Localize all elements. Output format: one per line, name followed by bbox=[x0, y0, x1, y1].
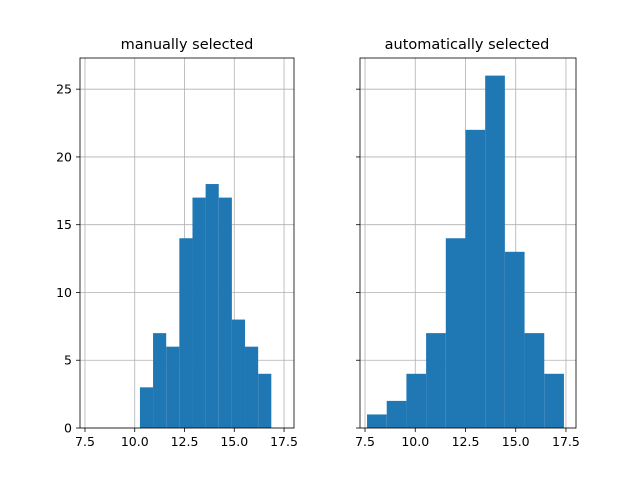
right-histogram-bar-4 bbox=[445, 238, 466, 428]
right-bars bbox=[367, 75, 564, 429]
left-y-ticks: 0 5 10 15 20 25 bbox=[56, 82, 80, 436]
left-histogram-bar-4 bbox=[192, 197, 206, 428]
right-x-tick-label-1: 10.0 bbox=[401, 434, 429, 449]
right-x-tick-label-0: 7.5 bbox=[355, 434, 375, 449]
left-histogram-bar-8 bbox=[245, 346, 259, 428]
left-histogram-bar-2 bbox=[166, 346, 180, 428]
right-histogram-bar-1 bbox=[386, 400, 407, 428]
left-histogram-panel: manually selected 7.5 10.0 12.5 15.0 17.5 0 5… bbox=[56, 37, 298, 449]
right-histogram-bar-9 bbox=[544, 373, 564, 428]
right-x-tick-label-2: 12.5 bbox=[452, 434, 480, 449]
right-histogram-bar-7 bbox=[504, 251, 525, 428]
left-histogram-bar-9 bbox=[258, 373, 272, 428]
right-histogram-title: automatically selected bbox=[385, 37, 550, 53]
left-histogram-bar-0 bbox=[139, 387, 154, 428]
right-axes-frame bbox=[359, 57, 577, 429]
right-x-ticks: 7.5 10.0 12.5 15.0 17.5 bbox=[355, 428, 580, 449]
left-x-tick-label-3: 15.0 bbox=[220, 434, 248, 449]
left-histogram-bar-7 bbox=[231, 319, 246, 428]
left-histogram-bar-1 bbox=[153, 333, 167, 428]
left-y-tick-label-2: 10 bbox=[56, 285, 72, 300]
right-histogram-bar-0 bbox=[367, 414, 387, 428]
left-bars bbox=[139, 184, 272, 428]
right-histogram-bar-8 bbox=[524, 333, 545, 428]
left-histogram-bar-6 bbox=[218, 197, 232, 428]
left-y-tick-label-1: 5 bbox=[64, 353, 72, 368]
left-x-tick-label-0: 7.5 bbox=[75, 434, 95, 449]
left-x-ticks: 7.5 10.0 12.5 15.0 17.5 bbox=[75, 428, 298, 449]
left-x-tick-label-1: 10.0 bbox=[121, 434, 149, 449]
right-histogram-bar-2 bbox=[406, 373, 427, 428]
left-y-tick-label-5: 25 bbox=[56, 82, 72, 97]
left-histogram-bar-5 bbox=[205, 184, 219, 428]
right-histogram-bar-6 bbox=[485, 75, 505, 428]
left-histogram-title: manually selected bbox=[121, 37, 254, 53]
left-y-tick-label-4: 20 bbox=[56, 149, 72, 164]
right-histogram-bar-5 bbox=[465, 129, 486, 429]
left-histogram-bar-3 bbox=[179, 238, 193, 428]
left-x-tick-label-2: 12.5 bbox=[171, 434, 199, 449]
right-x-tick-label-3: 15.0 bbox=[502, 434, 530, 449]
left-x-tick-label-4: 17.5 bbox=[270, 434, 298, 449]
right-x-tick-label-4: 17.5 bbox=[552, 434, 580, 449]
left-axes-frame bbox=[79, 57, 295, 429]
left-y-tick-label-0: 0 bbox=[64, 421, 72, 436]
right-histogram-bar-3 bbox=[426, 333, 446, 428]
right-y-ticks bbox=[356, 88, 360, 429]
right-histogram-panel: automatically selected 7.5 10.0 12.5 15.0 17… bbox=[355, 37, 580, 449]
left-y-tick-label-3: 15 bbox=[56, 217, 72, 232]
